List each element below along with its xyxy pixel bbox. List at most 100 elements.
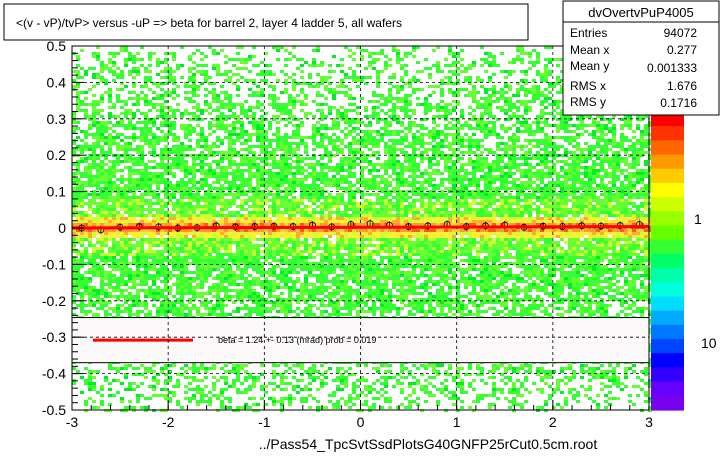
heatmap-cell bbox=[356, 46, 360, 49]
heatmap-cell bbox=[560, 214, 564, 217]
heatmap-cell bbox=[320, 61, 324, 64]
heatmap-cell bbox=[564, 124, 568, 127]
heatmap-cell bbox=[560, 109, 564, 112]
heatmap-cell bbox=[600, 160, 604, 163]
heatmap-cell bbox=[608, 199, 612, 202]
heatmap-cell bbox=[376, 145, 380, 148]
heatmap-cell bbox=[328, 136, 332, 139]
heatmap-cell bbox=[600, 133, 604, 136]
heatmap-cell bbox=[160, 211, 164, 214]
heatmap-cell bbox=[448, 103, 452, 106]
heatmap-cell bbox=[380, 52, 384, 55]
heatmap-cell bbox=[612, 214, 616, 217]
heatmap-cell bbox=[144, 163, 148, 166]
heatmap-cell bbox=[152, 91, 156, 94]
heatmap-cell bbox=[604, 202, 608, 205]
heatmap-cell bbox=[104, 127, 108, 130]
heatmap-cell bbox=[132, 55, 136, 58]
heatmap-cell bbox=[576, 133, 580, 136]
heatmap-cell bbox=[148, 52, 152, 55]
heatmap-cell bbox=[360, 76, 364, 79]
heatmap-cell bbox=[232, 172, 236, 175]
heatmap-cell bbox=[544, 172, 548, 175]
heatmap-cell bbox=[100, 178, 104, 181]
heatmap-cell bbox=[220, 196, 224, 199]
heatmap-cell bbox=[240, 133, 244, 136]
heatmap-cell bbox=[308, 214, 312, 217]
heatmap-cell bbox=[460, 88, 464, 91]
heatmap-cell bbox=[128, 181, 132, 184]
heatmap-cell bbox=[644, 199, 648, 202]
heatmap-cell bbox=[396, 133, 400, 136]
heatmap-cell bbox=[640, 136, 644, 139]
heatmap-cell bbox=[164, 187, 168, 190]
heatmap-cell bbox=[312, 187, 316, 190]
heatmap-cell bbox=[300, 208, 304, 211]
heatmap-cell bbox=[256, 208, 260, 211]
heatmap-cell bbox=[484, 103, 488, 106]
heatmap-cell bbox=[284, 151, 288, 154]
heatmap-cell bbox=[152, 139, 156, 142]
heatmap-cell bbox=[532, 79, 536, 82]
heatmap-cell bbox=[388, 193, 392, 196]
heatmap-cell bbox=[624, 187, 628, 190]
heatmap-cell bbox=[260, 211, 264, 214]
heatmap-cell bbox=[560, 115, 564, 118]
heatmap-cell bbox=[584, 193, 588, 196]
heatmap-cell bbox=[320, 202, 324, 205]
heatmap-cell bbox=[112, 163, 116, 166]
heatmap-cell bbox=[616, 163, 620, 166]
heatmap-cell bbox=[448, 211, 452, 214]
heatmap-cell bbox=[224, 172, 228, 175]
heatmap-cell bbox=[532, 91, 536, 94]
heatmap-cell bbox=[340, 91, 344, 94]
heatmap-cell bbox=[388, 94, 392, 97]
heatmap-cell bbox=[360, 55, 364, 58]
heatmap-cell bbox=[88, 184, 92, 187]
heatmap-cell bbox=[348, 166, 352, 169]
heatmap-cell bbox=[632, 217, 636, 220]
heatmap-cell bbox=[336, 112, 340, 115]
heatmap-cell bbox=[560, 211, 564, 214]
heatmap-cell bbox=[544, 151, 548, 154]
heatmap-cell bbox=[264, 130, 268, 133]
heatmap-cell bbox=[188, 70, 192, 73]
heatmap-cell bbox=[164, 100, 168, 103]
heatmap-cell bbox=[152, 178, 156, 181]
heatmap-cell bbox=[176, 64, 180, 67]
heatmap-cell bbox=[392, 112, 396, 115]
heatmap-cell bbox=[312, 133, 316, 136]
heatmap-cell bbox=[176, 190, 180, 193]
heatmap-cell bbox=[612, 181, 616, 184]
heatmap-cell bbox=[364, 139, 368, 142]
heatmap-cell bbox=[436, 70, 440, 73]
heatmap-cell bbox=[540, 100, 544, 103]
heatmap-cell bbox=[468, 202, 472, 205]
heatmap-cell bbox=[540, 163, 544, 166]
heatmap-cell bbox=[424, 193, 428, 196]
heatmap-cell bbox=[608, 196, 612, 199]
heatmap-cell bbox=[488, 163, 492, 166]
heatmap-cell bbox=[236, 214, 240, 217]
heatmap-cell bbox=[276, 97, 280, 100]
heatmap-cell bbox=[296, 217, 300, 220]
heatmap-cell bbox=[180, 208, 184, 211]
heatmap-cell bbox=[284, 181, 288, 184]
heatmap-cell bbox=[416, 130, 420, 133]
heatmap-cell bbox=[400, 205, 404, 208]
heatmap-cell bbox=[300, 172, 304, 175]
heatmap-cell bbox=[108, 112, 112, 115]
heatmap-cell bbox=[196, 202, 200, 205]
heatmap-cell bbox=[404, 181, 408, 184]
heatmap-cell bbox=[292, 133, 296, 136]
heatmap-cell bbox=[204, 94, 208, 97]
heatmap-cell bbox=[596, 163, 600, 166]
heatmap-cell bbox=[564, 118, 568, 121]
heatmap-cell bbox=[252, 211, 256, 214]
heatmap-cell bbox=[248, 196, 252, 199]
heatmap-cell bbox=[324, 103, 328, 106]
heatmap-cell bbox=[352, 121, 356, 124]
heatmap-cell bbox=[140, 163, 144, 166]
heatmap-cell bbox=[552, 205, 556, 208]
heatmap-cell bbox=[96, 103, 100, 106]
